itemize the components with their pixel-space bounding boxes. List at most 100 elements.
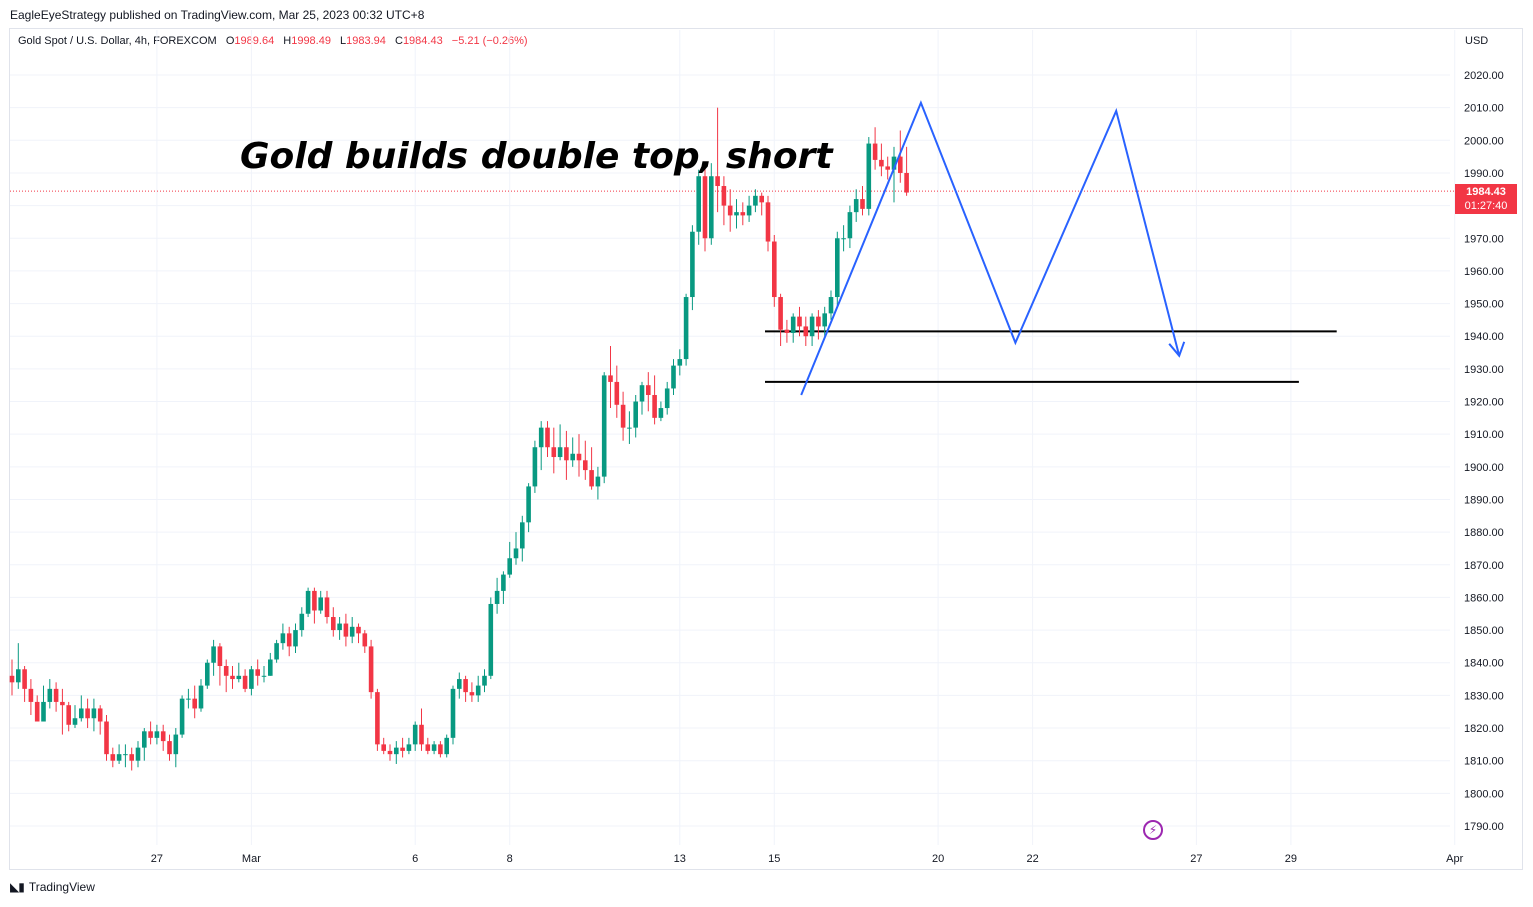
annotation-text[interactable]: Gold builds double top, short xyxy=(240,136,834,177)
candle-body xyxy=(217,646,223,667)
candle-body xyxy=(658,408,664,418)
change-value: −5.21 (−0.26%) xyxy=(451,35,528,47)
candle-body xyxy=(627,427,632,429)
candle-body xyxy=(110,754,116,761)
candle-body xyxy=(545,427,550,448)
candle-body xyxy=(91,708,97,719)
candle-body xyxy=(677,359,683,366)
x-tick-label: 22 xyxy=(1026,853,1038,865)
candle-body xyxy=(186,698,191,700)
candle-body xyxy=(41,701,46,722)
low-key: L xyxy=(340,35,347,47)
candle-body xyxy=(570,453,575,461)
candle-body xyxy=(835,238,840,298)
candle-body xyxy=(356,626,361,634)
candle-body xyxy=(520,522,525,549)
candle-body xyxy=(702,176,708,239)
candle-body xyxy=(690,231,695,298)
candle-body xyxy=(507,558,512,575)
candle-body xyxy=(778,297,783,330)
y-tick-label: 1960.00 xyxy=(1464,266,1504,278)
candle-body xyxy=(652,394,657,418)
candle-body xyxy=(368,646,374,693)
candle-body xyxy=(898,156,903,173)
y-tick-label: 1900.00 xyxy=(1464,462,1504,474)
candle-body xyxy=(343,623,349,637)
candle-body xyxy=(664,388,670,409)
high-value: 1998.49 xyxy=(291,35,331,47)
candle-body xyxy=(198,685,204,709)
candle-body xyxy=(400,747,405,751)
candle-body xyxy=(721,186,727,206)
candle-body xyxy=(261,675,267,677)
candle-body xyxy=(866,143,872,209)
candle-body xyxy=(148,731,153,738)
candle-body xyxy=(746,205,752,216)
candle-body xyxy=(488,603,494,676)
candle-body xyxy=(564,447,569,461)
candle-body xyxy=(280,633,286,644)
candle-body xyxy=(299,613,305,631)
candle-body xyxy=(513,548,519,559)
candle-body xyxy=(236,675,242,680)
candle-body xyxy=(494,590,500,604)
y-tick-label: 1910.00 xyxy=(1464,429,1504,441)
currency-label[interactable]: USD xyxy=(1465,35,1489,47)
candle-body xyxy=(853,199,859,213)
candle-body xyxy=(349,626,355,637)
y-tick-label: 1880.00 xyxy=(1464,527,1504,539)
candle-body xyxy=(822,313,827,327)
candle-body xyxy=(192,698,197,709)
candle-body xyxy=(387,750,393,755)
low-value: 1983.94 xyxy=(346,35,386,47)
tradingview-logo-icon[interactable]: ◣▮ xyxy=(10,880,25,894)
candle-body xyxy=(482,675,487,686)
candle-body xyxy=(324,597,330,618)
candle-body xyxy=(879,159,884,167)
pattern-arrowhead xyxy=(1168,341,1186,358)
candle-body xyxy=(860,199,865,209)
candle-body xyxy=(734,212,739,216)
candle-body xyxy=(557,447,563,458)
last-price-value: 1984.43 xyxy=(1466,186,1506,198)
candle-body xyxy=(318,597,323,611)
bar-countdown: 01:27:40 xyxy=(1464,200,1508,212)
y-tick-label: 1940.00 xyxy=(1464,331,1504,343)
symbol-legend: Gold Spot / U.S. Dollar, 4h, FOREXCOM O1… xyxy=(18,35,534,47)
y-tick-label: 2020.00 xyxy=(1464,70,1504,82)
candle-body xyxy=(583,460,588,471)
candle-body xyxy=(9,675,15,683)
publisher-line: EagleEyeStrategy published on TradingVie… xyxy=(10,8,425,22)
y-tick-label: 2000.00 xyxy=(1464,135,1504,147)
candle-body xyxy=(16,669,21,683)
candle-body xyxy=(450,688,456,738)
candle-body xyxy=(34,701,40,722)
candle-body xyxy=(683,297,689,360)
candle-body xyxy=(816,316,821,327)
candle-body xyxy=(847,212,853,239)
candle-body xyxy=(595,476,601,487)
candle-body xyxy=(154,731,160,738)
x-tick-label: 15 xyxy=(768,853,780,865)
candle-body xyxy=(211,646,216,663)
close-value: 1984.43 xyxy=(402,35,443,47)
candle-body xyxy=(104,721,109,755)
y-tick-label: 1830.00 xyxy=(1464,690,1504,702)
candle-body xyxy=(419,724,424,745)
candle-body xyxy=(274,643,279,660)
footer-brand[interactable]: TradingView xyxy=(28,880,95,894)
candle-body xyxy=(406,744,412,751)
y-tick-label: 1840.00 xyxy=(1464,658,1504,670)
lightning-icon[interactable]: ⚡ xyxy=(1143,820,1163,840)
candle-body xyxy=(828,297,834,314)
candle-body xyxy=(129,754,134,761)
double-top-pattern[interactable] xyxy=(800,100,1181,396)
candle-body xyxy=(790,316,796,333)
candle-body xyxy=(123,754,128,756)
candle-body xyxy=(727,205,733,216)
candle-body xyxy=(249,669,254,689)
candle-body xyxy=(765,202,771,242)
candle-body xyxy=(904,172,909,193)
symbol-name[interactable]: Gold Spot / U.S. Dollar, 4h, FOREXCOM xyxy=(18,35,217,47)
